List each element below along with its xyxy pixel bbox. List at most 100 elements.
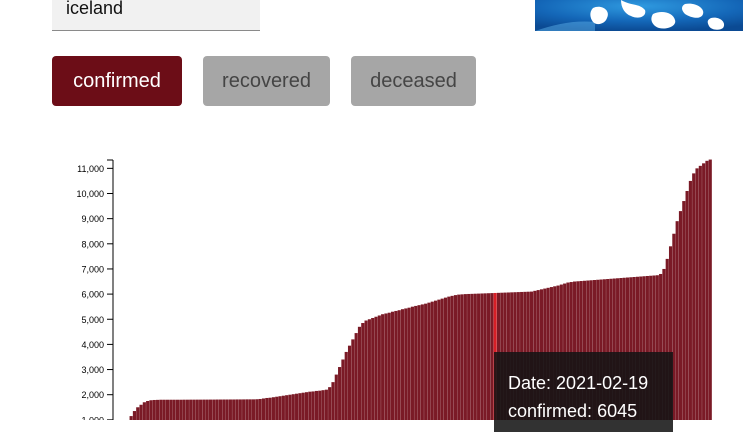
chart-bar[interactable] xyxy=(688,180,692,420)
chart-bar[interactable] xyxy=(453,295,458,420)
chart-bar[interactable] xyxy=(149,400,153,420)
chart-bar[interactable] xyxy=(609,278,613,420)
chart-bar[interactable] xyxy=(467,293,471,420)
chart-bar[interactable] xyxy=(242,399,246,420)
chart-bar[interactable] xyxy=(202,399,206,420)
chart-bar[interactable] xyxy=(232,399,236,420)
chart-bar[interactable] xyxy=(642,276,646,420)
chart-bar[interactable] xyxy=(672,233,676,420)
chart-bar[interactable] xyxy=(589,280,593,420)
chart-bar[interactable] xyxy=(228,399,232,420)
chart-bar[interactable] xyxy=(344,351,348,420)
chart-bar[interactable] xyxy=(347,345,352,420)
chart-bar[interactable] xyxy=(420,304,424,420)
chart-bar[interactable] xyxy=(175,399,180,420)
chart-bar[interactable] xyxy=(655,275,659,420)
chart-bar[interactable] xyxy=(649,275,653,420)
chart-bar[interactable] xyxy=(261,398,266,420)
chart-bar[interactable] xyxy=(275,396,279,420)
recovered-button[interactable]: recovered xyxy=(203,56,330,106)
chart-bar[interactable] xyxy=(146,400,150,420)
chart-bar[interactable] xyxy=(390,311,395,420)
chart-bar[interactable] xyxy=(152,399,156,420)
chart-bar[interactable] xyxy=(563,283,567,420)
chart-bar[interactable] xyxy=(212,399,216,420)
chart-bar[interactable] xyxy=(616,278,620,420)
chart-bar[interactable] xyxy=(414,305,418,420)
chart-bar[interactable] xyxy=(384,313,388,420)
chart-bar[interactable] xyxy=(576,281,580,420)
chart-bar[interactable] xyxy=(179,399,183,420)
chart-bar[interactable] xyxy=(208,399,213,420)
chart-bar[interactable] xyxy=(582,280,587,420)
chart-bar[interactable] xyxy=(662,268,666,420)
chart-bar[interactable] xyxy=(311,391,315,420)
chart-bar[interactable] xyxy=(463,294,467,420)
chart-bar[interactable] xyxy=(708,159,712,420)
chart-bar[interactable] xyxy=(424,303,428,420)
chart-bar[interactable] xyxy=(407,307,411,420)
chart-bar[interactable] xyxy=(159,399,163,420)
chart-bar[interactable] xyxy=(430,301,434,420)
chart-bar[interactable] xyxy=(685,190,689,420)
chart-bar[interactable] xyxy=(619,278,623,420)
chart-bar[interactable] xyxy=(569,282,573,420)
chart-bar[interactable] xyxy=(255,399,259,420)
chart-bar[interactable] xyxy=(165,399,170,420)
chart-bar[interactable] xyxy=(308,391,312,420)
chart-bar[interactable] xyxy=(182,399,186,420)
chart-bar[interactable] xyxy=(434,300,438,420)
chart-bar[interactable] xyxy=(354,333,358,420)
chart-bar[interactable] xyxy=(635,276,640,420)
chart-bar[interactable] xyxy=(486,293,491,420)
chart-bar[interactable] xyxy=(371,317,375,420)
chart-bar[interactable] xyxy=(364,320,368,420)
chart-bar[interactable] xyxy=(268,397,272,420)
chart-bar[interactable] xyxy=(341,359,345,420)
chart-bar[interactable] xyxy=(238,399,242,420)
chart-bar[interactable] xyxy=(162,399,166,420)
chart-bar[interactable] xyxy=(377,315,381,420)
chart-bar[interactable] xyxy=(199,399,203,420)
chart-bar[interactable] xyxy=(573,281,577,420)
chart-bar[interactable] xyxy=(586,280,590,420)
chart-bar[interactable] xyxy=(612,278,616,420)
chart-bar[interactable] xyxy=(136,407,140,420)
chart-bar[interactable] xyxy=(301,392,305,420)
chart-bar[interactable] xyxy=(447,296,451,420)
chart-bar[interactable] xyxy=(470,293,474,420)
chart-bar[interactable] xyxy=(314,390,319,420)
chart-bar[interactable] xyxy=(195,399,199,420)
chart-bar[interactable] xyxy=(652,275,656,420)
chart-bar[interactable] xyxy=(235,399,239,420)
chart-bar[interactable] xyxy=(374,316,378,420)
chart-bar[interactable] xyxy=(225,399,229,421)
chart-bar[interactable] xyxy=(394,310,398,420)
chart-bar[interactable] xyxy=(328,387,332,420)
chart-bar[interactable] xyxy=(678,211,683,420)
chart-bar[interactable] xyxy=(592,280,596,420)
chart-bar[interactable] xyxy=(318,390,322,420)
chart-bar[interactable] xyxy=(427,302,431,420)
chart-bar[interactable] xyxy=(185,399,189,420)
chart-bar[interactable] xyxy=(437,299,441,420)
chart-bar[interactable] xyxy=(400,309,405,420)
chart-bar[interactable] xyxy=(490,293,494,420)
chart-bar[interactable] xyxy=(483,293,487,420)
chart-bar[interactable] xyxy=(460,294,464,420)
chart-bar[interactable] xyxy=(381,314,385,420)
chart-bar[interactable] xyxy=(675,221,679,420)
chart-bar[interactable] xyxy=(139,404,143,420)
chart-bar[interactable] xyxy=(304,392,309,420)
chart-bar[interactable] xyxy=(169,399,173,420)
chart-bar[interactable] xyxy=(129,416,133,420)
chart-bar[interactable] xyxy=(351,339,355,420)
chart-bar[interactable] xyxy=(321,390,325,420)
chart-bar[interactable] xyxy=(702,163,706,420)
chart-bar[interactable] xyxy=(324,389,328,420)
deceased-button[interactable]: deceased xyxy=(351,56,476,106)
chart-bar[interactable] xyxy=(698,165,702,420)
chart-bar[interactable] xyxy=(132,411,136,420)
chart-bar[interactable] xyxy=(473,293,477,420)
chart-bar[interactable] xyxy=(215,399,219,420)
